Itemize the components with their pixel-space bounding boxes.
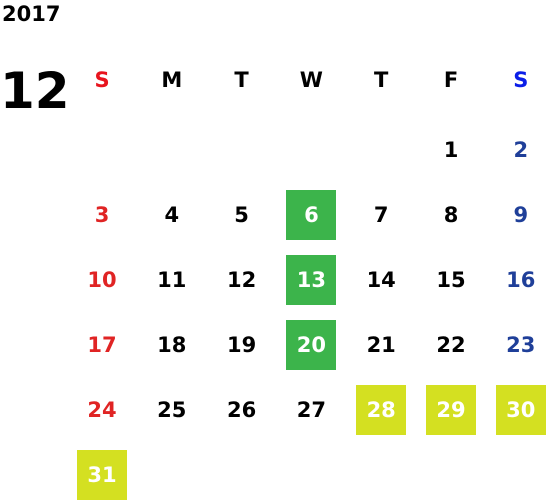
weekday: S xyxy=(513,68,529,92)
weekday: W xyxy=(299,68,323,92)
day: 23 xyxy=(506,333,536,357)
day: 3 xyxy=(94,203,110,227)
day: 26 xyxy=(226,398,257,422)
day: 2 xyxy=(513,138,529,162)
day: 9 xyxy=(513,203,529,227)
day: 11 xyxy=(157,268,187,292)
day: 4 xyxy=(164,203,180,227)
day: 5 xyxy=(234,203,249,227)
day: 16 xyxy=(506,268,536,292)
day: 22 xyxy=(436,333,466,357)
day: 25 xyxy=(157,398,187,422)
year: 2017 xyxy=(2,2,61,26)
weekday: T xyxy=(374,68,389,92)
weekday: F xyxy=(443,68,459,92)
day: 1 xyxy=(443,138,459,162)
day: 30 xyxy=(495,385,546,435)
day: 13 xyxy=(286,255,337,305)
day: 29 xyxy=(426,385,476,435)
weekday: S xyxy=(94,68,110,92)
day: 17 xyxy=(87,333,117,357)
month: 12 xyxy=(0,62,70,120)
day: 20 xyxy=(286,320,337,370)
day: 12 xyxy=(226,268,257,292)
day: 28 xyxy=(356,385,407,435)
day: 31 xyxy=(77,450,127,500)
day: 14 xyxy=(366,268,396,292)
day: 6 xyxy=(286,190,337,240)
day: 10 xyxy=(87,268,117,292)
weekday: M xyxy=(161,68,183,92)
day: 18 xyxy=(157,333,187,357)
day: 8 xyxy=(443,203,459,227)
weekday: T xyxy=(234,68,249,92)
day: 7 xyxy=(373,203,389,227)
day: 19 xyxy=(226,333,257,357)
day: 24 xyxy=(87,398,117,422)
day: 15 xyxy=(436,268,466,292)
day: 27 xyxy=(296,398,326,422)
day: 21 xyxy=(366,333,396,357)
